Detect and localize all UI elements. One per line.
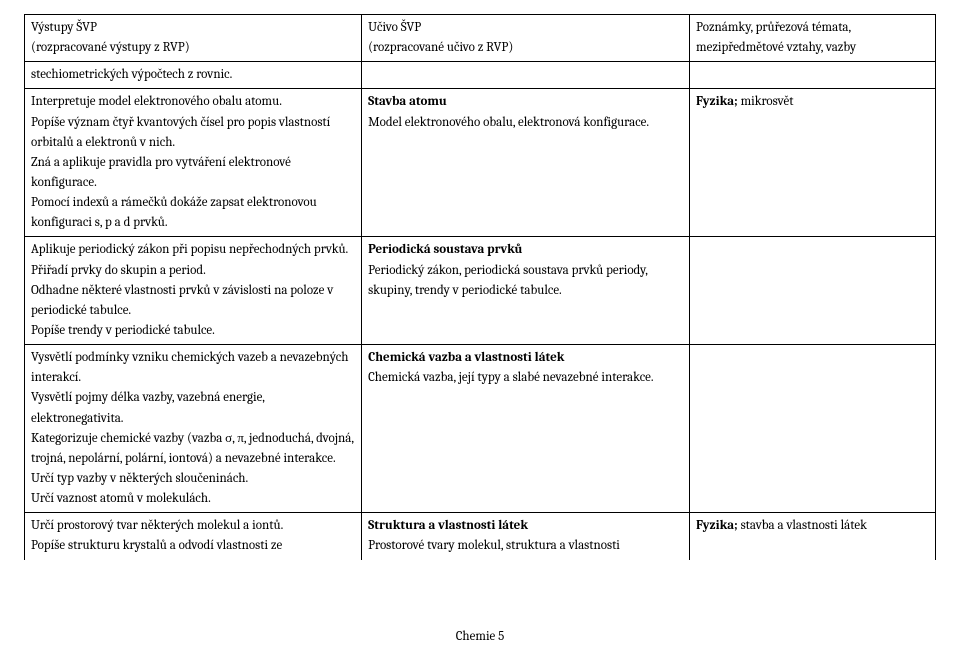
cell-c2: Chemická vazba a vlastnosti látek Chemic… <box>362 345 690 513</box>
cell-c2-title: Chemická vazba a vlastnosti látek <box>368 350 564 365</box>
table-header-row: Výstupy ŠVP (rozpracované výstupy z RVP)… <box>25 15 936 62</box>
header-col3-line2: mezipředmětové vztahy, vazby <box>696 40 856 55</box>
cell-c2-title: Stavba atomu <box>368 94 447 109</box>
table-row: Vysvětlí podmínky vzniku chemických vaze… <box>25 345 936 513</box>
cell-c2-rest: Model elektronového obalu, elektronová k… <box>368 115 649 130</box>
header-col3-line1: Poznámky, průřezová témata, <box>696 20 851 35</box>
cell-c2-rest: Prostorové tvary molekul, struktura a vl… <box>368 538 620 553</box>
curriculum-table: Výstupy ŠVP (rozpracované výstupy z RVP)… <box>24 14 936 560</box>
table-row: Určí prostorový tvar některých molekul a… <box>25 513 936 560</box>
cell-c1: Aplikuje periodický zákon při popisu nep… <box>25 237 362 345</box>
header-col1-line1: Výstupy ŠVP <box>31 20 97 35</box>
cell-c2-title: Periodická soustava prvků <box>368 242 522 257</box>
cell-c3 <box>690 237 936 345</box>
page-footer: Chemie 5 <box>0 629 960 644</box>
cell-c2-title: Struktura a vlastnosti látek <box>368 518 528 533</box>
header-col2-line2: (rozpracované učivo z RVP) <box>368 40 513 55</box>
cell-c3: Fyzika; mikrosvět <box>690 89 936 237</box>
cell-c2: Struktura a vlastnosti látek Prostorové … <box>362 513 690 560</box>
cell-c3-prefix: Fyzika; <box>696 94 738 109</box>
cell-c3-rest: stavba a vlastnosti látek <box>738 518 867 533</box>
header-col2-line1: Učivo ŠVP <box>368 20 421 35</box>
cell-c2-rest: Chemická vazba, její typy a slabé nevaze… <box>368 370 654 385</box>
header-col1-line2: (rozpracované výstupy z RVP) <box>31 40 190 55</box>
header-col1: Výstupy ŠVP (rozpracované výstupy z RVP) <box>25 15 362 62</box>
cell-c1: stechiometrických výpočtech z rovnic. <box>25 62 362 89</box>
header-col2: Učivo ŠVP (rozpracované učivo z RVP) <box>362 15 690 62</box>
cell-c1: Určí prostorový tvar některých molekul a… <box>25 513 362 560</box>
table-row: Interpretuje model elektronového obalu a… <box>25 89 936 237</box>
cell-c2 <box>362 62 690 89</box>
cell-c2: Periodická soustava prvků Periodický zák… <box>362 237 690 345</box>
cell-c3 <box>690 345 936 513</box>
header-col3: Poznámky, průřezová témata, mezipředměto… <box>690 15 936 62</box>
table-row: Aplikuje periodický zákon při popisu nep… <box>25 237 936 345</box>
cell-c2: Stavba atomu Model elektronového obalu, … <box>362 89 690 237</box>
table-row: stechiometrických výpočtech z rovnic. <box>25 62 936 89</box>
cell-c3: Fyzika; stavba a vlastnosti látek <box>690 513 936 560</box>
cell-c3-prefix: Fyzika; <box>696 518 738 533</box>
cell-c3 <box>690 62 936 89</box>
cell-c2-rest: Periodický zákon, periodická soustava pr… <box>368 263 647 298</box>
cell-c3-rest: mikrosvět <box>738 94 794 109</box>
cell-c1: Vysvětlí podmínky vzniku chemických vaze… <box>25 345 362 513</box>
cell-c1: Interpretuje model elektronového obalu a… <box>25 89 362 237</box>
